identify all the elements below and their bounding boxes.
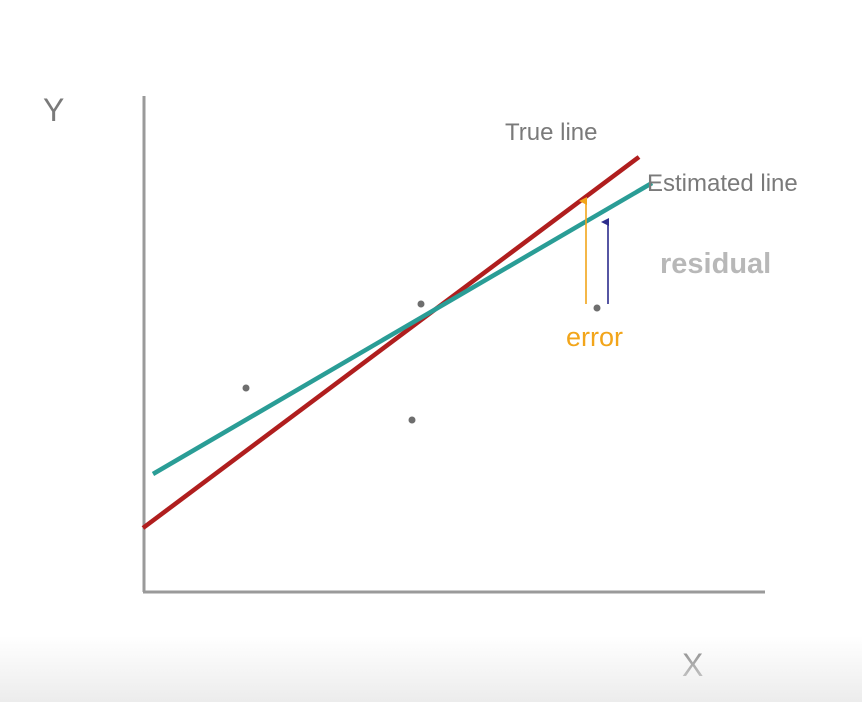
residual-label: residual [660,248,771,280]
data-point [417,300,425,308]
data-point [242,384,250,392]
data-point [408,416,416,424]
data-point [593,304,601,312]
error-label: error [566,322,623,352]
y-axis-label: Y [43,92,64,128]
true-line [141,155,641,530]
estimated-line-label: Estimated line [647,170,798,197]
estimated-line [151,181,654,476]
bottom-shade [0,636,862,702]
true-line-label: True line [505,119,597,146]
